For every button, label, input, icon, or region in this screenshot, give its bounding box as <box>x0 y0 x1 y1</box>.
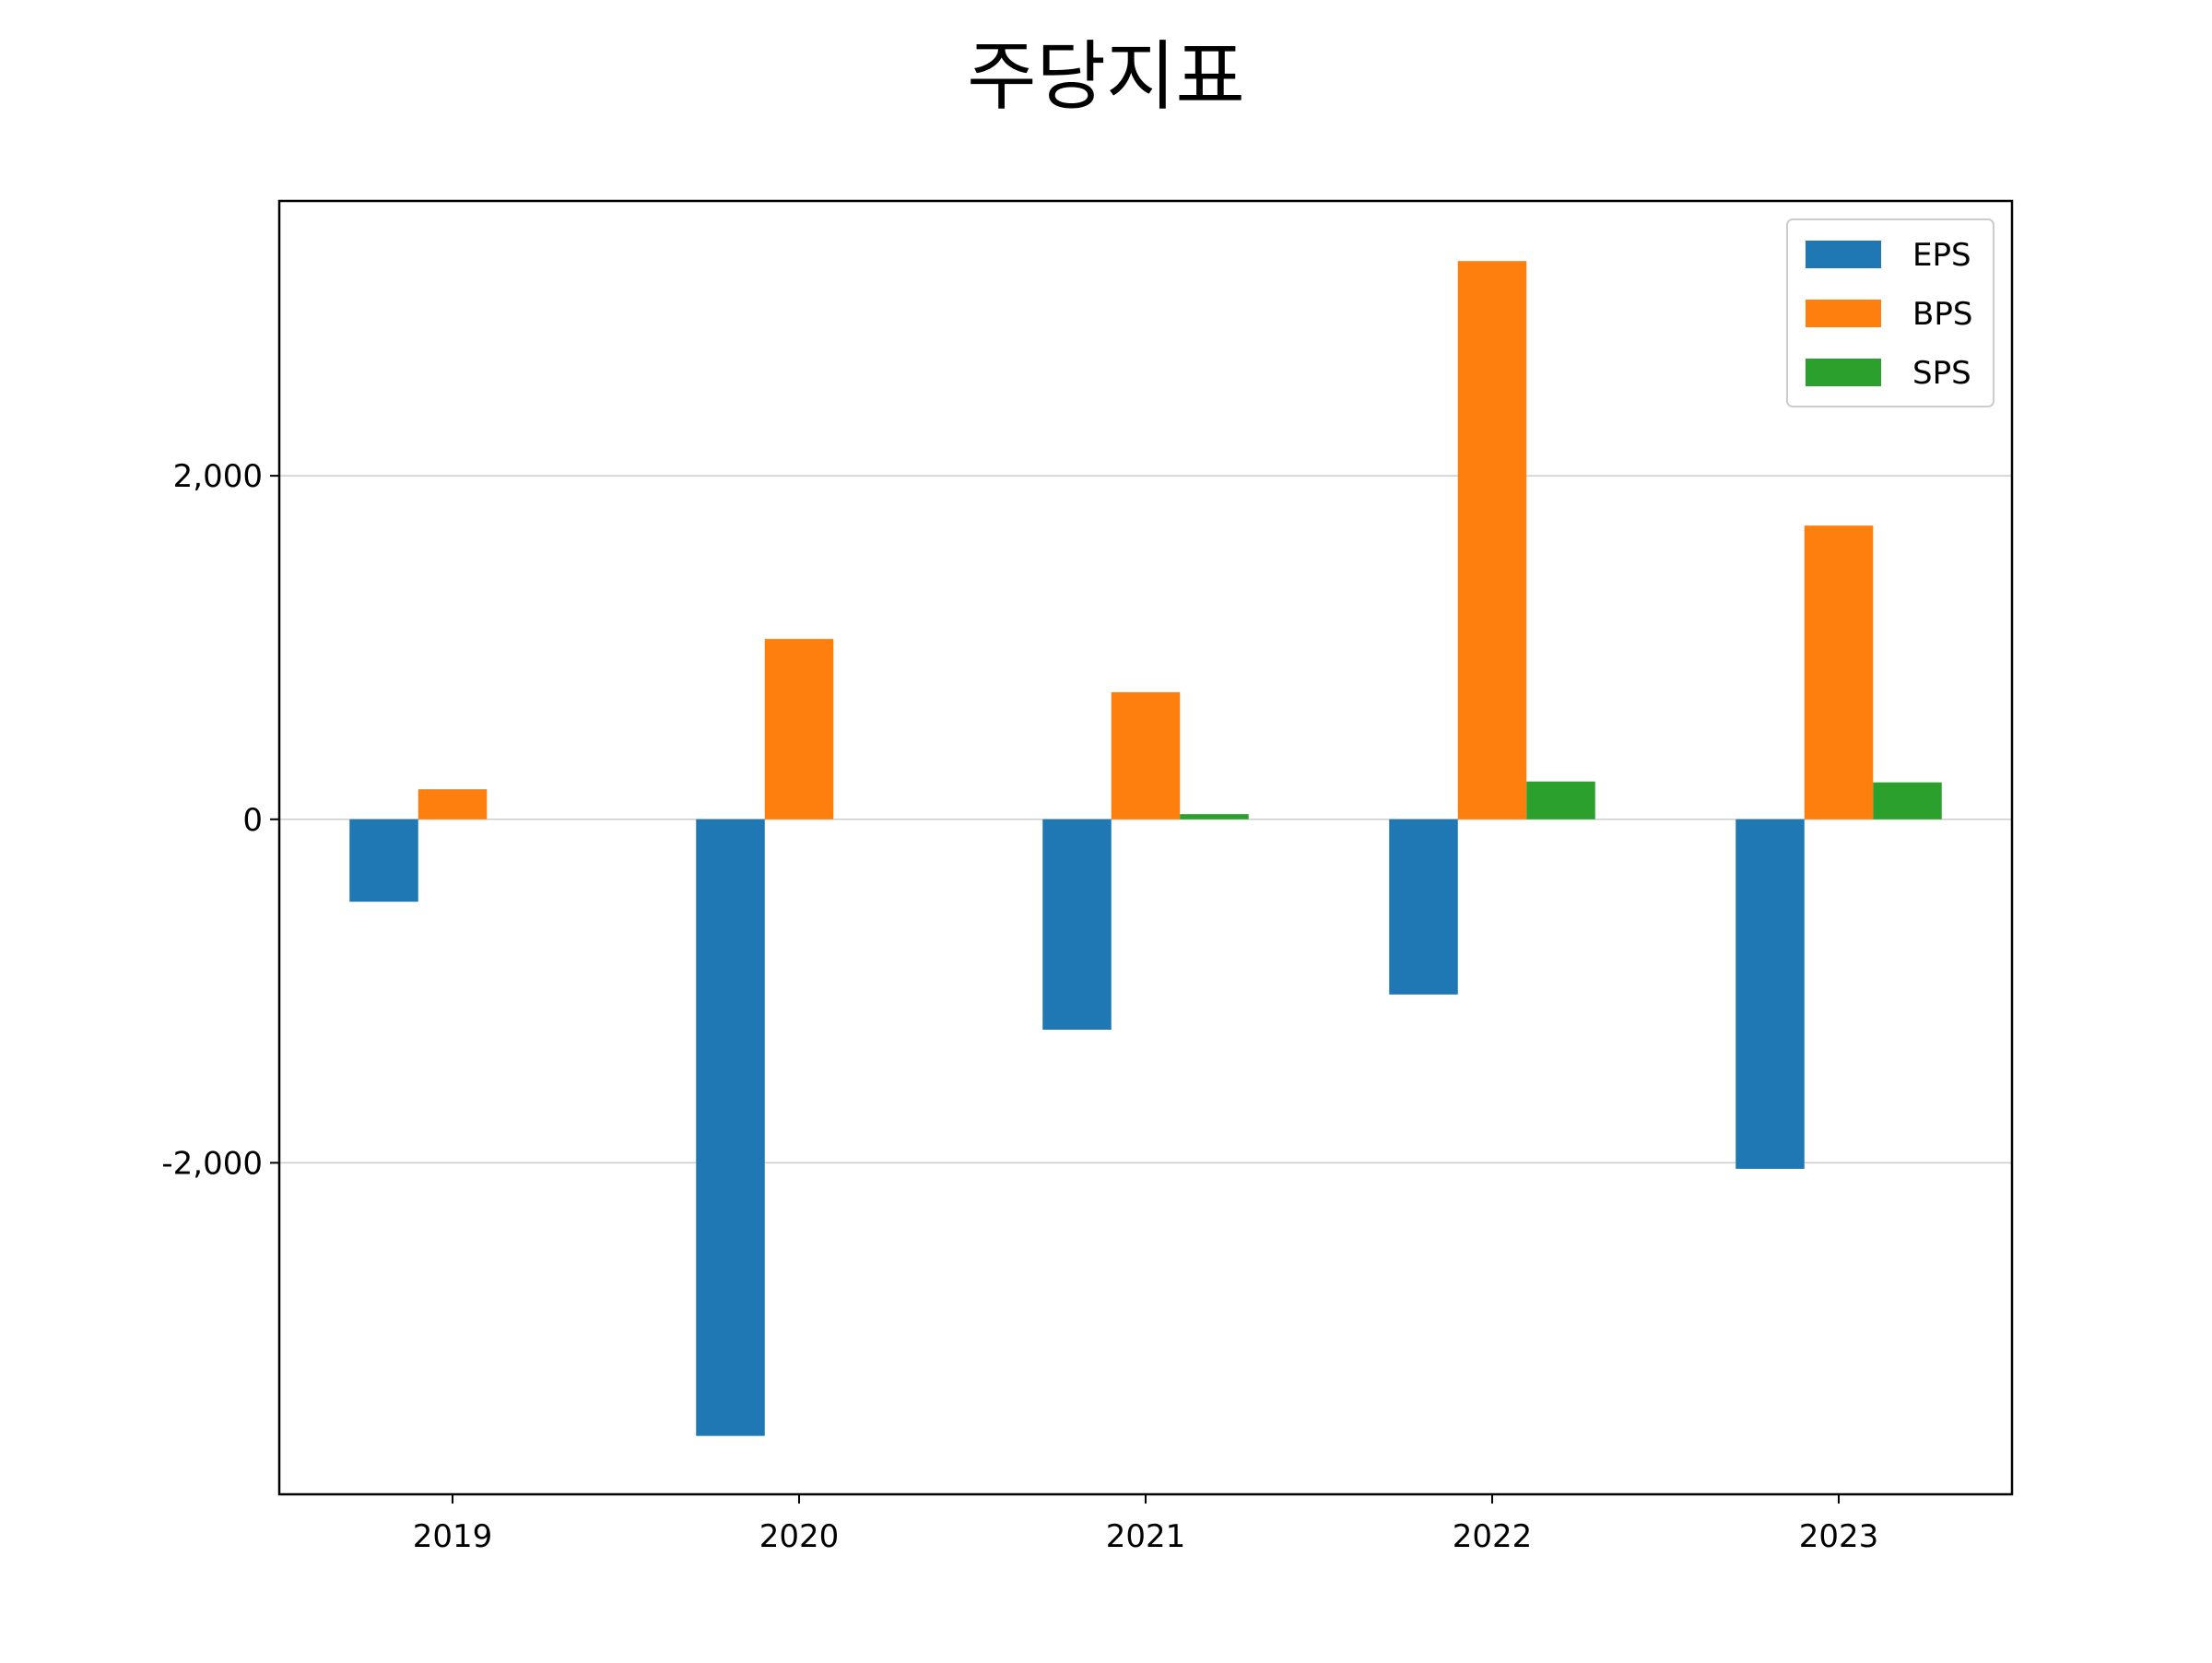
x-tick-label: 2022 <box>1453 1518 1533 1555</box>
bar-eps-2019 <box>349 819 418 902</box>
bar-sps-2022 <box>1526 781 1595 820</box>
legend-swatch-bps <box>1806 300 1881 327</box>
chart-title: 주당지표 <box>967 33 1245 121</box>
bar-bps-2020 <box>764 639 834 820</box>
y-tick-label: 0 <box>242 802 263 839</box>
x-tick-label: 2020 <box>759 1518 840 1555</box>
legend-label-sps: SPS <box>1912 355 1971 392</box>
legend-label-eps: EPS <box>1912 237 1971 274</box>
x-tick-label: 2019 <box>413 1518 493 1555</box>
bar-sps-2021 <box>1180 814 1249 820</box>
legend-label-bps: BPS <box>1912 296 1972 333</box>
bar-bps-2022 <box>1457 261 1527 820</box>
bar-sps-2023 <box>1873 782 1942 820</box>
bar-eps-2022 <box>1389 819 1458 995</box>
bar-bps-2019 <box>418 789 488 820</box>
legend-swatch-sps <box>1806 359 1881 386</box>
bar-eps-2020 <box>696 819 765 1436</box>
legend-swatch-eps <box>1806 241 1881 268</box>
y-tick-label: -2,000 <box>161 1145 263 1182</box>
bar-bps-2021 <box>1111 691 1181 820</box>
x-tick-label: 2021 <box>1106 1518 1186 1555</box>
bar-bps-2023 <box>1804 525 1874 820</box>
bar-eps-2021 <box>1042 819 1112 1031</box>
y-tick-label: 2,000 <box>173 458 263 495</box>
bar-eps-2023 <box>1735 819 1805 1169</box>
x-tick-label: 2023 <box>1799 1518 1879 1555</box>
